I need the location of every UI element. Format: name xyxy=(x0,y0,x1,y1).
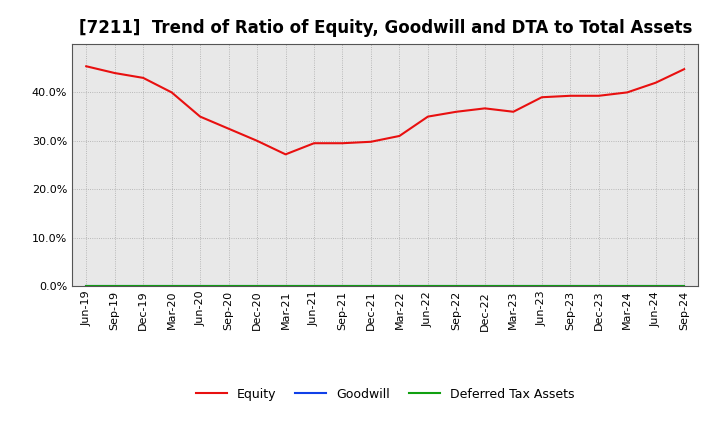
Goodwill xyxy=(623,283,631,289)
Deferred Tax Assets xyxy=(282,283,290,289)
Deferred Tax Assets xyxy=(680,283,688,289)
Deferred Tax Assets xyxy=(139,283,148,289)
Deferred Tax Assets xyxy=(82,283,91,289)
Deferred Tax Assets xyxy=(167,283,176,289)
Goodwill xyxy=(680,283,688,289)
Equity xyxy=(82,64,91,69)
Goodwill xyxy=(509,283,518,289)
Equity xyxy=(139,75,148,81)
Goodwill xyxy=(652,283,660,289)
Goodwill xyxy=(310,283,318,289)
Deferred Tax Assets xyxy=(225,283,233,289)
Equity xyxy=(395,133,404,139)
Goodwill xyxy=(338,283,347,289)
Equity xyxy=(509,109,518,114)
Title: [7211]  Trend of Ratio of Equity, Goodwill and DTA to Total Assets: [7211] Trend of Ratio of Equity, Goodwil… xyxy=(78,19,692,37)
Deferred Tax Assets xyxy=(423,283,432,289)
Goodwill xyxy=(167,283,176,289)
Deferred Tax Assets xyxy=(366,283,375,289)
Deferred Tax Assets xyxy=(595,283,603,289)
Goodwill xyxy=(595,283,603,289)
Goodwill xyxy=(366,283,375,289)
Deferred Tax Assets xyxy=(253,283,261,289)
Equity xyxy=(595,93,603,99)
Deferred Tax Assets xyxy=(310,283,318,289)
Deferred Tax Assets xyxy=(338,283,347,289)
Goodwill xyxy=(423,283,432,289)
Goodwill xyxy=(110,283,119,289)
Deferred Tax Assets xyxy=(196,283,204,289)
Goodwill xyxy=(225,283,233,289)
Deferred Tax Assets xyxy=(480,283,489,289)
Goodwill xyxy=(395,283,404,289)
Goodwill xyxy=(537,283,546,289)
Line: Equity: Equity xyxy=(86,66,684,154)
Equity xyxy=(366,139,375,144)
Equity xyxy=(310,141,318,146)
Deferred Tax Assets xyxy=(452,283,461,289)
Deferred Tax Assets xyxy=(537,283,546,289)
Equity xyxy=(480,106,489,111)
Equity xyxy=(566,93,575,99)
Equity xyxy=(423,114,432,119)
Deferred Tax Assets xyxy=(652,283,660,289)
Equity xyxy=(282,152,290,157)
Equity xyxy=(225,126,233,131)
Equity xyxy=(338,141,347,146)
Deferred Tax Assets xyxy=(509,283,518,289)
Equity xyxy=(167,90,176,95)
Deferred Tax Assets xyxy=(395,283,404,289)
Equity xyxy=(652,80,660,85)
Goodwill xyxy=(139,283,148,289)
Deferred Tax Assets xyxy=(566,283,575,289)
Goodwill xyxy=(452,283,461,289)
Equity xyxy=(623,90,631,95)
Equity xyxy=(680,66,688,72)
Goodwill xyxy=(82,283,91,289)
Equity xyxy=(110,70,119,76)
Deferred Tax Assets xyxy=(623,283,631,289)
Legend: Equity, Goodwill, Deferred Tax Assets: Equity, Goodwill, Deferred Tax Assets xyxy=(191,383,580,406)
Equity xyxy=(537,95,546,100)
Goodwill xyxy=(253,283,261,289)
Goodwill xyxy=(282,283,290,289)
Equity xyxy=(196,114,204,119)
Equity xyxy=(452,109,461,114)
Deferred Tax Assets xyxy=(110,283,119,289)
Goodwill xyxy=(480,283,489,289)
Goodwill xyxy=(566,283,575,289)
Equity xyxy=(253,138,261,143)
Goodwill xyxy=(196,283,204,289)
